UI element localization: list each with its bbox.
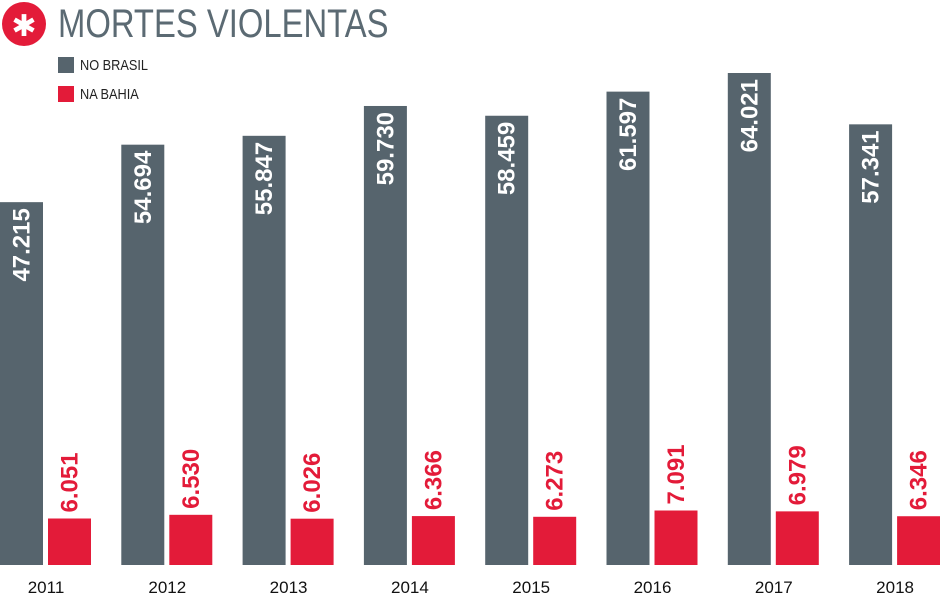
value-label-bahia-2016: 7.091 xyxy=(663,444,690,504)
legend-item-brasil: NO BRASIL xyxy=(58,56,160,74)
bar-bahia-2011 xyxy=(48,518,91,565)
bar-brasil-2014 xyxy=(363,105,407,565)
bar-bahia-2014 xyxy=(411,516,455,565)
bar-bahia-2015 xyxy=(533,516,577,565)
x-tick-label-2011: 2011 xyxy=(28,578,65,597)
value-label-bahia-2013: 6.026 xyxy=(299,453,326,513)
bar-brasil-2016 xyxy=(606,91,650,565)
bar-brasil-2011 xyxy=(0,202,43,565)
bar-bahia-2012 xyxy=(169,514,213,565)
legend-swatch-bahia xyxy=(58,86,74,102)
legend-swatch-brasil xyxy=(58,57,74,73)
value-label-bahia-2018: 6.346 xyxy=(906,450,933,510)
legend-item-bahia: NA BAHIA xyxy=(58,85,149,103)
chart-title: MORTES VIOLENTAS xyxy=(58,2,389,46)
bar-bahia-2017 xyxy=(775,511,819,565)
value-label-brasil-2015: 58.459 xyxy=(494,122,521,195)
x-tick-label-2012: 2012 xyxy=(148,578,186,597)
x-tick-label-2015: 2015 xyxy=(512,578,550,597)
bar-brasil-2012 xyxy=(121,144,165,565)
value-label-brasil-2014: 59.730 xyxy=(372,112,399,185)
value-label-bahia-2011: 6.051 xyxy=(57,452,84,512)
x-tick-label-2018: 2018 xyxy=(876,578,914,597)
value-label-bahia-2017: 6.979 xyxy=(784,445,811,505)
value-label-bahia-2014: 6.366 xyxy=(420,450,447,510)
x-tick-label-2014: 2014 xyxy=(391,578,429,597)
value-label-brasil-2017: 64.021 xyxy=(736,79,763,152)
bar-bahia-2018 xyxy=(897,516,940,565)
bar-bahia-2016 xyxy=(654,510,698,565)
bar-brasil-2017 xyxy=(727,73,771,565)
legend-label-brasil: NO BRASIL xyxy=(80,56,149,74)
value-label-brasil-2012: 54.694 xyxy=(130,150,157,224)
value-label-brasil-2018: 57.341 xyxy=(858,130,885,203)
x-tick-label-2016: 2016 xyxy=(634,578,672,597)
value-label-bahia-2012: 6.530 xyxy=(178,449,205,509)
legend-label-bahia: NA BAHIA xyxy=(80,85,139,103)
value-label-brasil-2013: 55.847 xyxy=(251,142,278,215)
x-tick-label-2013: 2013 xyxy=(270,578,308,597)
asterisk-icon: ✱ xyxy=(2,2,46,46)
bar-bahia-2013 xyxy=(290,518,334,565)
value-label-bahia-2015: 6.273 xyxy=(542,451,569,511)
x-tick-label-2017: 2017 xyxy=(755,578,793,597)
bar-brasil-2015 xyxy=(485,115,529,566)
bar-brasil-2018 xyxy=(849,124,893,565)
bar-brasil-2013 xyxy=(242,135,286,565)
chart-header: ✱ MORTES VIOLENTAS NO BRASIL NA BAHIA xyxy=(0,0,940,110)
value-label-brasil-2011: 47.215 xyxy=(9,208,36,281)
value-label-brasil-2016: 61.597 xyxy=(615,98,642,171)
